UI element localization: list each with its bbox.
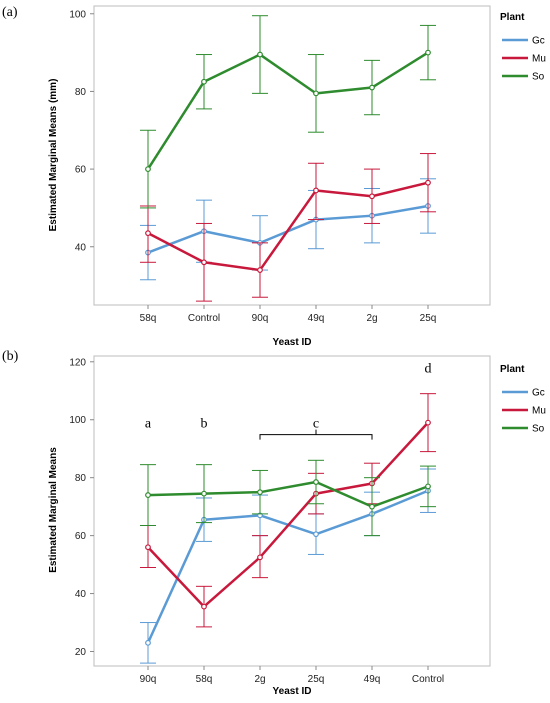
- panel-a-series-so-point: [369, 84, 375, 91]
- panel-b: (b) 20 40 60 80 100 120 90q 58q 2g 25q 49q Control a…: [2, 349, 546, 697]
- panel-a-y-tick-label: 100: [69, 9, 86, 20]
- panel-a-legend-label-mu: Mu: [532, 54, 546, 65]
- panel-a-series-so-point: [145, 166, 151, 172]
- panel-a-label: (a): [2, 5, 18, 20]
- panel-a-x-tick-label: 58q: [140, 313, 157, 324]
- panel-b-y-tick-label: 60: [75, 531, 87, 542]
- panel-b-series-so-point: [313, 479, 319, 485]
- panel-b-x-tick-label: Control: [412, 674, 444, 685]
- panel-a-plot-layer: 40 60 80 100 58q Control 90q 49q 2g 25q: [69, 9, 436, 324]
- panel-b-legend-title: Plant: [500, 364, 525, 375]
- panel-a-y-tick-label: 80: [75, 87, 87, 98]
- panel-a-x-tick-label: 90q: [252, 313, 269, 324]
- panel-b-series-gc-point: [313, 531, 319, 538]
- panel-a-legend-label-gc: Gc: [532, 36, 545, 47]
- panel-b-plot-area: [93, 355, 491, 667]
- panel-a-series-so-line: [146, 51, 429, 170]
- panel-b-y-axis-title: Estimated Marginal Means: [48, 447, 59, 573]
- panel-b-annotation-a: a: [145, 417, 152, 432]
- panel-b-series-so-point: [257, 489, 263, 496]
- panel-a-x-tick-label: Control: [188, 313, 220, 324]
- panel-b-x-tick-label: 49q: [364, 674, 381, 685]
- panel-b-x-tick-label: 58q: [196, 674, 213, 685]
- panel-b-y-tick-label: 80: [75, 473, 87, 484]
- panel-b-series-so-point: [369, 503, 375, 510]
- panel-b-y-tick-label: 100: [69, 415, 86, 426]
- panel-a-legend: Plant Gc Mu So: [500, 12, 546, 83]
- panel-b-label: (b): [2, 349, 19, 364]
- panel-b-x-tick-label: 90q: [140, 674, 157, 685]
- panel-b-y-tick-label: 40: [75, 589, 87, 600]
- panel-b-significance-bracket: [259, 429, 373, 440]
- panel-b-annotation-c: c: [313, 417, 319, 432]
- panel-b-series-mu-point: [425, 419, 431, 426]
- panel-a-series-mu-point: [425, 179, 431, 186]
- panel-b-series-mu-line: [147, 421, 429, 608]
- panel-a: (a) 40 60 80 100 58q Control 90q 49q 2g 25q Yeast…: [2, 5, 546, 348]
- panel-a-series-mu-point: [313, 187, 319, 194]
- panel-b-annotation-d: d: [425, 362, 432, 377]
- panel-a-series-mu-line: [147, 181, 429, 272]
- panel-b-series-mu-point: [145, 544, 151, 551]
- panel-a-x-axis-title: Yeast ID: [273, 337, 312, 348]
- panel-b-x-tick-label: 2g: [254, 674, 265, 685]
- panel-b-legend: Plant Gc Mu So: [500, 364, 546, 435]
- panel-b-legend-label-mu: Mu: [532, 406, 546, 417]
- panel-b-y-tick-label: 20: [75, 647, 87, 658]
- panel-b-y-tick-label: 120: [69, 357, 86, 368]
- panel-b-series-mu-point: [257, 554, 263, 561]
- panel-a-series-mu-point: [201, 259, 207, 266]
- panel-a-series-so-point: [313, 90, 319, 97]
- panel-a-y-tick-label: 40: [75, 242, 87, 253]
- panel-a-y-axis-title: Estimated Marginal Means (mm): [48, 79, 59, 232]
- panel-a-y-tick-label: 60: [75, 165, 87, 176]
- panel-b-plot-layer: 20 40 60 80 100 120 90q 58q 2g 25q 49q Control a b c d: [69, 357, 444, 685]
- panel-b-x-tick-label: 25q: [308, 674, 325, 685]
- panel-a-legend-title: Plant: [500, 12, 525, 23]
- panel-b-series-gc-line: [146, 489, 429, 644]
- panel-a-series-so-point: [201, 78, 207, 85]
- panel-a-series-mu-point: [145, 230, 151, 237]
- panel-b-series-mu-point: [201, 603, 207, 610]
- panel-a-series-so-point: [425, 49, 431, 56]
- panel-b-series-so-point: [145, 492, 151, 498]
- panel-b-annotation-b: b: [201, 417, 208, 432]
- panel-a-plot-area: [93, 5, 491, 306]
- panel-a-legend-label-so: So: [532, 72, 545, 83]
- panel-b-legend-label-gc: Gc: [532, 388, 545, 399]
- panel-a-series-mu-point: [369, 193, 375, 200]
- panel-a-x-tick-label: 25q: [420, 313, 437, 324]
- panel-a-x-tick-label: 2g: [366, 313, 377, 324]
- panel-b-series-so-line: [147, 480, 429, 508]
- panel-b-series-gc-point: [145, 639, 151, 646]
- panel-a-x-tick-label: 49q: [308, 313, 325, 324]
- panel-b-series-so-point: [425, 483, 431, 490]
- panel-b-series-so-point: [201, 490, 207, 497]
- panel-a-series-mu-point: [257, 267, 263, 273]
- panel-a-series-so-point: [257, 51, 263, 58]
- panel-b-legend-label-so: So: [532, 424, 545, 435]
- panel-b-x-axis-title: Yeast ID: [273, 686, 312, 697]
